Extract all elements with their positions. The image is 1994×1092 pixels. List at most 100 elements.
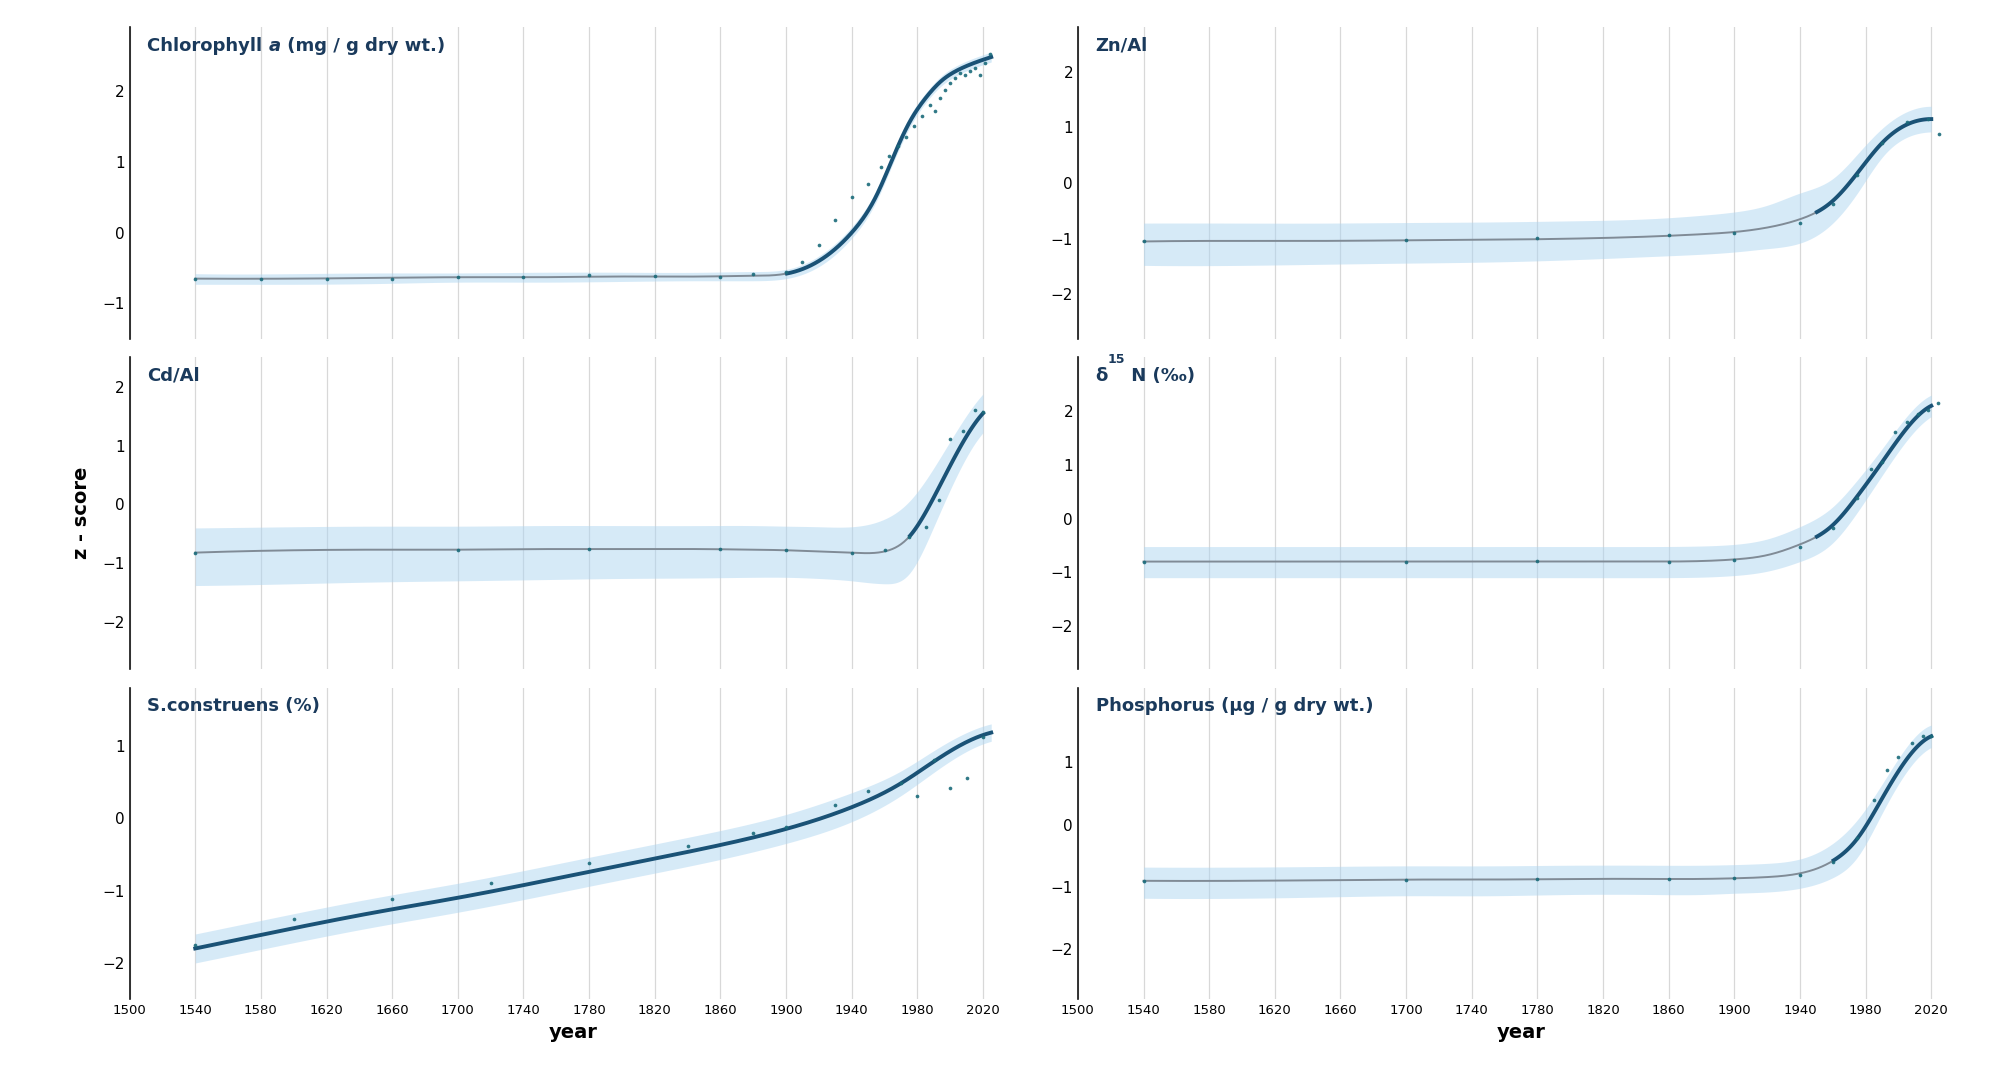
- Point: [377, 270, 409, 287]
- Point: [917, 751, 949, 769]
- Point: [572, 854, 604, 871]
- Point: [923, 491, 955, 509]
- Point: [951, 770, 983, 787]
- Point: [377, 890, 409, 907]
- Point: [1390, 553, 1422, 570]
- Point: [1653, 553, 1685, 570]
- X-axis label: year: year: [548, 1022, 596, 1042]
- Point: [897, 118, 929, 135]
- Point: [1890, 114, 1922, 131]
- Point: [738, 265, 770, 283]
- Point: [1653, 227, 1685, 245]
- Point: [1390, 870, 1422, 888]
- Text: 15: 15: [1109, 353, 1125, 366]
- Point: [277, 911, 309, 928]
- Point: [1878, 423, 1910, 440]
- Point: [820, 796, 851, 814]
- Point: [865, 158, 897, 176]
- Point: [179, 544, 211, 561]
- Point: [1902, 405, 1934, 423]
- Point: [851, 782, 883, 799]
- Point: [1842, 166, 1874, 183]
- Point: [907, 107, 939, 124]
- Point: [638, 268, 670, 285]
- Text: N (‰): N (‰): [1125, 367, 1196, 384]
- Point: [909, 518, 941, 535]
- Point: [873, 147, 905, 165]
- Point: [508, 268, 540, 285]
- Point: [963, 67, 995, 84]
- Point: [935, 74, 967, 92]
- Point: [851, 176, 883, 193]
- Point: [1719, 551, 1751, 569]
- Point: [915, 96, 947, 114]
- Point: [943, 64, 975, 82]
- Point: [1817, 520, 1848, 537]
- Point: [969, 54, 1001, 71]
- Point: [804, 237, 835, 254]
- Point: [1854, 461, 1886, 478]
- Point: [1785, 214, 1817, 232]
- Point: [901, 787, 933, 805]
- Point: [939, 70, 971, 87]
- Point: [869, 542, 901, 559]
- Point: [953, 62, 985, 80]
- Point: [949, 67, 981, 84]
- Point: [1785, 866, 1817, 883]
- Point: [245, 271, 277, 288]
- Point: [672, 836, 704, 854]
- Point: [443, 268, 475, 285]
- Point: [179, 270, 211, 287]
- Point: [1882, 749, 1914, 767]
- Point: [738, 823, 770, 841]
- Point: [572, 266, 604, 284]
- Point: [179, 936, 211, 953]
- Point: [1719, 224, 1751, 241]
- Point: [1870, 761, 1902, 779]
- Point: [1906, 727, 1938, 745]
- Point: [1842, 489, 1874, 507]
- Point: [770, 263, 802, 281]
- Point: [947, 423, 979, 440]
- Text: δ: δ: [1095, 367, 1109, 384]
- Point: [967, 728, 999, 746]
- Point: [881, 138, 913, 155]
- Point: [1521, 229, 1553, 247]
- Point: [1912, 110, 1944, 128]
- Point: [919, 103, 951, 120]
- Point: [475, 875, 506, 892]
- Point: [1924, 126, 1956, 143]
- Point: [1521, 553, 1553, 570]
- Point: [572, 541, 604, 558]
- Point: [311, 271, 343, 288]
- Point: [835, 544, 867, 561]
- Point: [1127, 873, 1159, 890]
- Point: [1896, 734, 1928, 751]
- Point: [935, 430, 967, 448]
- Point: [1916, 727, 1948, 745]
- Text: Zn/Al: Zn/Al: [1095, 37, 1149, 55]
- Point: [973, 46, 1005, 63]
- Point: [1842, 830, 1874, 847]
- Text: Cd/Al: Cd/Al: [148, 367, 199, 384]
- Point: [1390, 232, 1422, 249]
- Point: [770, 818, 802, 835]
- Text: Chlorophyll: Chlorophyll: [148, 37, 269, 55]
- Point: [1817, 853, 1848, 870]
- Point: [959, 60, 991, 78]
- Text: Phosphorus (µg / g dry wt.): Phosphorus (µg / g dry wt.): [1095, 697, 1374, 715]
- Point: [786, 253, 818, 271]
- Point: [1127, 233, 1159, 250]
- Point: [1912, 402, 1944, 419]
- Point: [885, 774, 917, 792]
- Point: [1817, 195, 1848, 213]
- Point: [893, 529, 925, 546]
- Point: [835, 189, 867, 206]
- Point: [959, 402, 991, 419]
- Point: [1890, 413, 1922, 430]
- Point: [889, 128, 921, 145]
- Point: [704, 541, 736, 558]
- Point: [443, 541, 475, 558]
- Point: [820, 211, 851, 228]
- Point: [1858, 791, 1890, 808]
